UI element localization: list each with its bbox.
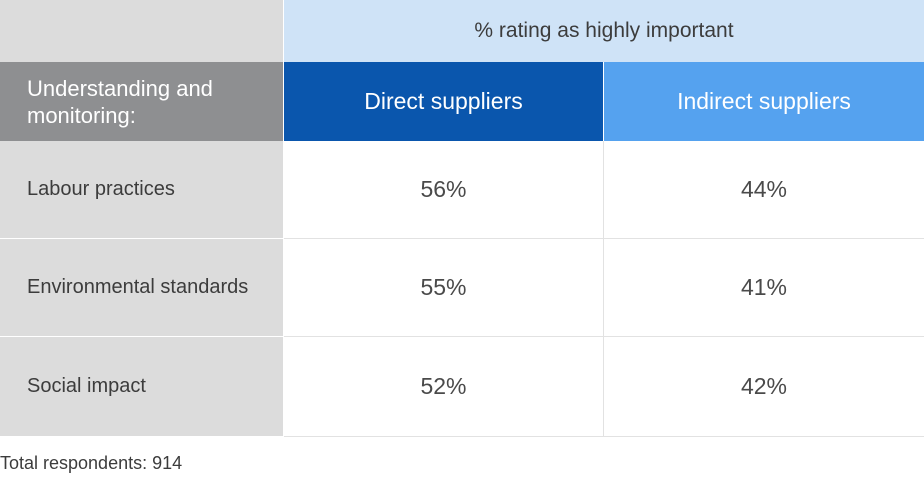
table-title: % rating as highly important [284,0,924,62]
value-social-indirect: 42% [604,337,924,437]
value-labour-indirect: 44% [604,141,924,239]
row-label-social: Social impact [0,337,284,437]
column-header-indirect: Indirect suppliers [604,62,924,141]
row-label-labour: Labour practices [0,141,284,239]
survey-table: % rating as highly important Understandi… [0,0,924,437]
corner-cell [0,0,284,62]
value-labour-direct: 56% [284,141,604,239]
value-environmental-indirect: 41% [604,239,924,337]
row-label-environmental: Environmental standards [0,239,284,337]
value-social-direct: 52% [284,337,604,437]
footnote: Total respondents: 914 [0,453,183,473]
value-environmental-direct: 55% [284,239,604,337]
column-header-direct: Direct suppliers [284,62,604,141]
row-header: Understanding and monitoring: [0,62,284,141]
